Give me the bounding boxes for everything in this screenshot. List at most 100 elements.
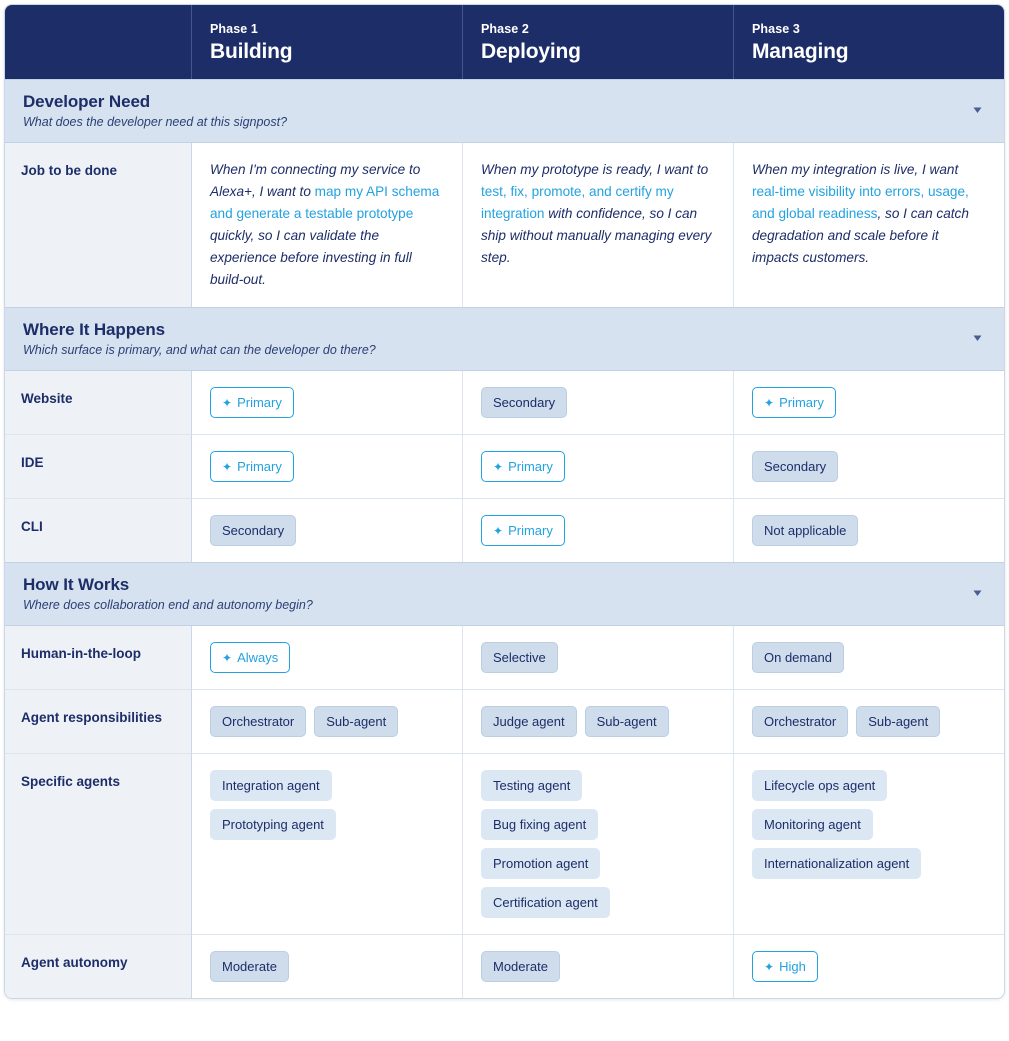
badge-group: Lifecycle ops agent Monitoring agent Inter… (752, 770, 986, 880)
table-row: Website ✦ Primary Secondary ✦ Primary (5, 371, 1004, 435)
badge-integration-agent[interactable]: Integration agent (210, 770, 332, 802)
badge-moderate[interactable]: Moderate (481, 951, 560, 983)
badge-label: Promotion agent (493, 856, 589, 872)
cell-phase-3: Orchestrator Sub-agent (734, 689, 1004, 753)
prose-text: When my integration is live, I want (752, 162, 959, 177)
cell-phase-3: ✦ High (734, 934, 1004, 998)
badge-group: Orchestrator Sub-agent (752, 706, 986, 738)
badge-internationalization-agent[interactable]: Internationalization agent (752, 848, 922, 880)
cell-phase-2: Secondary (463, 371, 734, 435)
chevron-down-icon[interactable] (968, 102, 986, 120)
badge-not-applicable[interactable]: Not applicable (752, 515, 859, 547)
badge-moderate[interactable]: Moderate (210, 951, 289, 983)
highlighted-phrase: real-time visibility into errors, usage,… (752, 184, 969, 222)
sparkle-icon: ✦ (222, 395, 233, 410)
badge-label: Always (237, 650, 279, 666)
badge-group: Secondary (752, 451, 986, 483)
badge-group: Secondary (481, 387, 715, 419)
cell-phase-1: When I'm connecting my service to Alexa+… (192, 143, 463, 308)
badge-primary[interactable]: ✦ Primary (481, 515, 565, 547)
table-row: Human-in-the-loop ✦ Always Selective On dema… (5, 626, 1004, 690)
badge-monitoring-agent[interactable]: Monitoring agent (752, 809, 873, 841)
badge-primary[interactable]: ✦ Primary (210, 387, 294, 419)
badge-high[interactable]: ✦ High (752, 951, 818, 983)
badge-label: High (779, 959, 806, 975)
cell-phase-3: Secondary (734, 434, 1004, 498)
row-label-job-to-be-done: Job to be done (5, 143, 192, 308)
badge-prototyping-agent[interactable]: Prototyping agent (210, 809, 336, 841)
badge-label: Bug fixing agent (493, 817, 587, 833)
phase-title: Managing (752, 40, 849, 63)
cell-phase-1: ✦ Primary (192, 434, 463, 499)
badge-primary[interactable]: ✦ Primary (481, 451, 565, 483)
cell-phase-2: ✦ Primary (463, 498, 734, 563)
badge-label: Secondary (493, 395, 556, 411)
badge-label: Orchestrator (222, 714, 295, 730)
chevron-down-icon[interactable] (968, 585, 986, 603)
badge-sub-agent[interactable]: Sub-agent (856, 706, 941, 738)
table-header-row: Phase 1 Building Phase 2 Deploying Phase… (5, 5, 1004, 79)
badge-group: ✦ Primary (752, 387, 986, 419)
highlighted-phrase: map my API schema and generate a testabl… (210, 184, 440, 222)
section-subtitle: What does the developer need at this sig… (23, 115, 288, 129)
header-corner-cell (5, 5, 192, 79)
phase-kicker: Phase 1 (210, 22, 258, 36)
badge-group: Moderate (210, 951, 444, 983)
table-row: Agent autonomy Moderate Moderate ✦ High (5, 934, 1004, 999)
row-label-agent-autonomy: Agent autonomy (5, 934, 192, 999)
badge-on-demand[interactable]: On demand (752, 642, 844, 674)
badge-primary[interactable]: ✦ Primary (752, 387, 836, 419)
badge-group: ✦ Primary (210, 387, 444, 419)
row-label-human-in-the-loop: Human-in-the-loop (5, 626, 192, 690)
prose-text: When my prototype is ready, I want to (481, 162, 709, 177)
badge-group: Selective (481, 642, 715, 674)
badge-judge-agent[interactable]: Judge agent (481, 706, 577, 738)
sparkle-icon: ✦ (764, 395, 775, 410)
prose-text: When I'm connecting my service to Alexa+… (210, 162, 421, 200)
table-row: IDE ✦ Primary ✦ Primary Secondary (5, 434, 1004, 499)
cell-phase-1: ✦ Always (192, 626, 463, 690)
badge-group: On demand (752, 642, 986, 674)
sparkle-icon: ✦ (764, 959, 775, 974)
cell-phase-1: ✦ Primary (192, 371, 463, 435)
badge-sub-agent[interactable]: Sub-agent (584, 706, 669, 738)
badge-bug-fixing-agent[interactable]: Bug fixing agent (481, 809, 599, 841)
phase-header-2: Phase 2 Deploying (463, 5, 734, 79)
badge-label: Secondary (764, 459, 827, 475)
badge-certification-agent[interactable]: Certification agent (481, 887, 610, 919)
badge-group: Judge agent Sub-agent (481, 706, 715, 738)
cell-phase-1: Orchestrator Sub-agent (192, 689, 463, 754)
badge-secondary[interactable]: Secondary (752, 451, 839, 483)
badge-secondary[interactable]: Secondary (481, 387, 568, 419)
badge-orchestrator[interactable]: Orchestrator (752, 706, 849, 738)
badge-lifecycle-ops-agent[interactable]: Lifecycle ops agent (752, 770, 888, 802)
chevron-down-icon[interactable] (968, 330, 986, 348)
badge-always[interactable]: ✦ Always (210, 642, 291, 674)
badge-label: Not applicable (764, 523, 847, 539)
cell-phase-1: Moderate (192, 934, 463, 999)
section-header-where-it-happens[interactable]: Where It Happens Which surface is primary… (5, 307, 1004, 372)
badge-label: Secondary (222, 523, 285, 539)
badge-group: Integration agent Prototyping agent (210, 770, 444, 841)
badge-secondary[interactable]: Secondary (210, 515, 297, 547)
badge-primary[interactable]: ✦ Primary (210, 451, 294, 483)
badge-sub-agent[interactable]: Sub-agent (314, 706, 399, 738)
section-header-developer-need[interactable]: Developer Need What does the developer ne… (5, 79, 1004, 143)
sparkle-icon: ✦ (222, 650, 233, 665)
badge-group: Testing agent Bug fixing agent Promotion a… (481, 770, 715, 919)
table-row: CLI Secondary ✦ Primary Not applicable (5, 498, 1004, 563)
badge-testing-agent[interactable]: Testing agent (481, 770, 583, 802)
row-label-specific-agents: Specific agents (5, 753, 192, 935)
table-row: Specific agents Integration agent Prototyp… (5, 753, 1004, 935)
phase-title: Deploying (481, 40, 581, 63)
badge-group: Secondary (210, 515, 444, 547)
row-label-agent-responsibilities: Agent responsibilities (5, 689, 192, 754)
badge-orchestrator[interactable]: Orchestrator (210, 706, 307, 738)
phase-matrix-table: Phase 1 Building Phase 2 Deploying Phase… (4, 4, 1005, 1000)
badge-selective[interactable]: Selective (481, 642, 558, 674)
sparkle-icon: ✦ (493, 523, 504, 538)
highlighted-phrase: test, fix, promote, and certify my integ… (481, 184, 674, 222)
badge-label: Sub-agent (868, 714, 929, 730)
badge-promotion-agent[interactable]: Promotion agent (481, 848, 601, 880)
section-header-how-it-works[interactable]: How It Works Where does collaboration end… (5, 562, 1004, 627)
